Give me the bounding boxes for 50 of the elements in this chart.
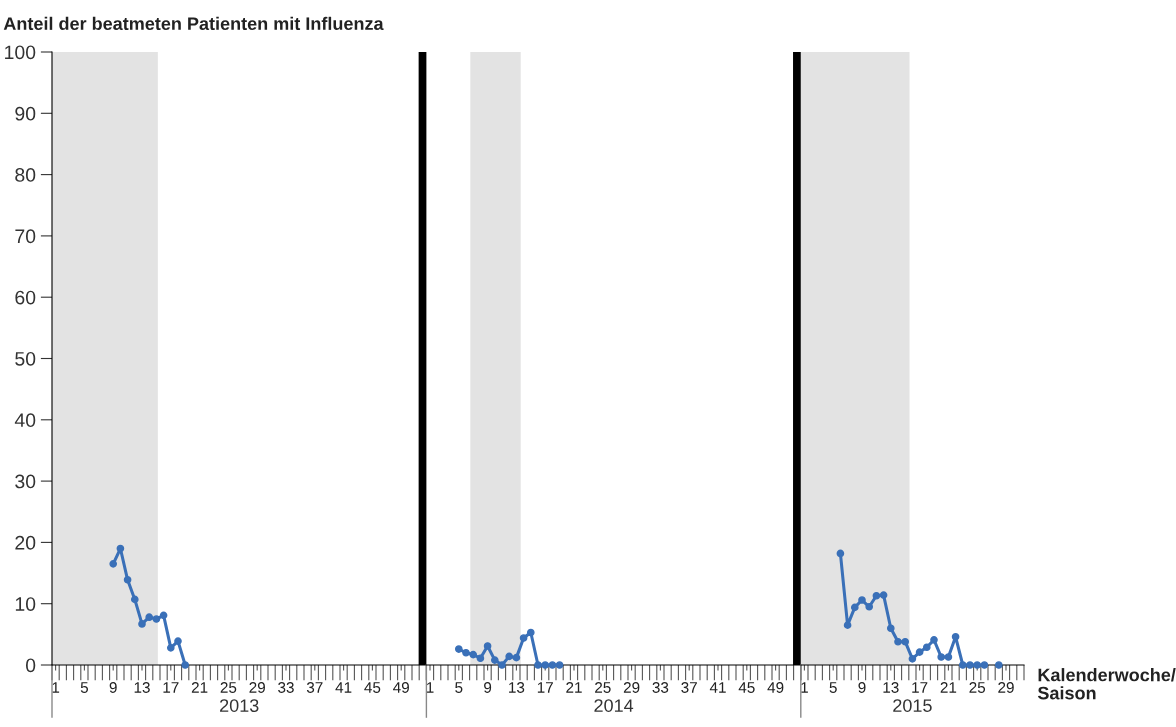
x-tick-label: 13 bbox=[883, 682, 899, 693]
x-tick-label: 29 bbox=[249, 682, 265, 693]
x-tick-label: 37 bbox=[681, 682, 697, 693]
y-tick-label: 20 bbox=[15, 535, 36, 550]
x-axis-title: 2014 bbox=[594, 699, 634, 712]
x-axis-title: 2013 bbox=[220, 699, 259, 712]
x-tick-label: 25 bbox=[969, 682, 986, 693]
x-tick-label: 13 bbox=[134, 682, 150, 693]
x-tick-label: 17 bbox=[912, 682, 928, 693]
x-tick-label: 41 bbox=[709, 682, 726, 693]
x-tick-label: 45 bbox=[738, 682, 755, 693]
y-tick-label: 10 bbox=[15, 597, 36, 611]
y-tick-label: 60 bbox=[15, 290, 36, 305]
x-tick-label: 37 bbox=[306, 682, 323, 693]
x-tick-label: 41 bbox=[335, 682, 352, 693]
y-tick-label: 90 bbox=[15, 106, 36, 121]
x-tick-label: 29 bbox=[998, 682, 1014, 693]
y-tick-label: 30 bbox=[15, 474, 36, 489]
x-tick-label: 29 bbox=[623, 682, 640, 693]
x-tick-label: 33 bbox=[278, 682, 294, 693]
x-tick-label: 21 bbox=[566, 682, 582, 693]
x-tick-label: 9 bbox=[109, 682, 117, 693]
x-tick-label: 21 bbox=[191, 682, 208, 693]
x-tick-label: 5 bbox=[829, 682, 837, 693]
x-tick-label: 33 bbox=[652, 682, 669, 693]
x-tick-label: 9 bbox=[858, 682, 866, 693]
y-tick-label: 0 bbox=[25, 658, 36, 673]
y-tick-label: 50 bbox=[15, 351, 36, 366]
y-axis-title: Anteil der beatmeten Patienten mit Influenza bbox=[3, 16, 384, 31]
x-tick-label: 45 bbox=[364, 682, 381, 693]
text: Kalenderwoche/ Saison bbox=[1037, 668, 1176, 700]
y-tick-label: 100 bbox=[5, 45, 36, 60]
y-tick-label: 40 bbox=[14, 413, 36, 428]
y-tick-label: 80 bbox=[15, 168, 36, 182]
x-tick-label: 25 bbox=[220, 682, 237, 693]
x-axis-title: 2015 bbox=[893, 699, 932, 712]
y-tick-label: 70 bbox=[15, 229, 36, 244]
x-tick-label: 49 bbox=[767, 682, 784, 693]
x-tick-label: 5 bbox=[455, 682, 463, 693]
x-tick-label: 1 bbox=[52, 682, 60, 693]
x-tick-label: 5 bbox=[80, 682, 89, 693]
x-tick-label: 1 bbox=[426, 682, 434, 693]
x-tick-label: 25 bbox=[595, 682, 611, 693]
x-tick-label: 21 bbox=[940, 682, 957, 693]
x-tick-label: 49 bbox=[393, 682, 409, 693]
x-tick-label: 1 bbox=[801, 682, 808, 693]
x-tick-label: 17 bbox=[163, 682, 179, 693]
x-tick-label: 13 bbox=[509, 682, 525, 693]
x-tick-label: 17 bbox=[537, 682, 553, 693]
x-tick-label: 9 bbox=[484, 682, 492, 693]
